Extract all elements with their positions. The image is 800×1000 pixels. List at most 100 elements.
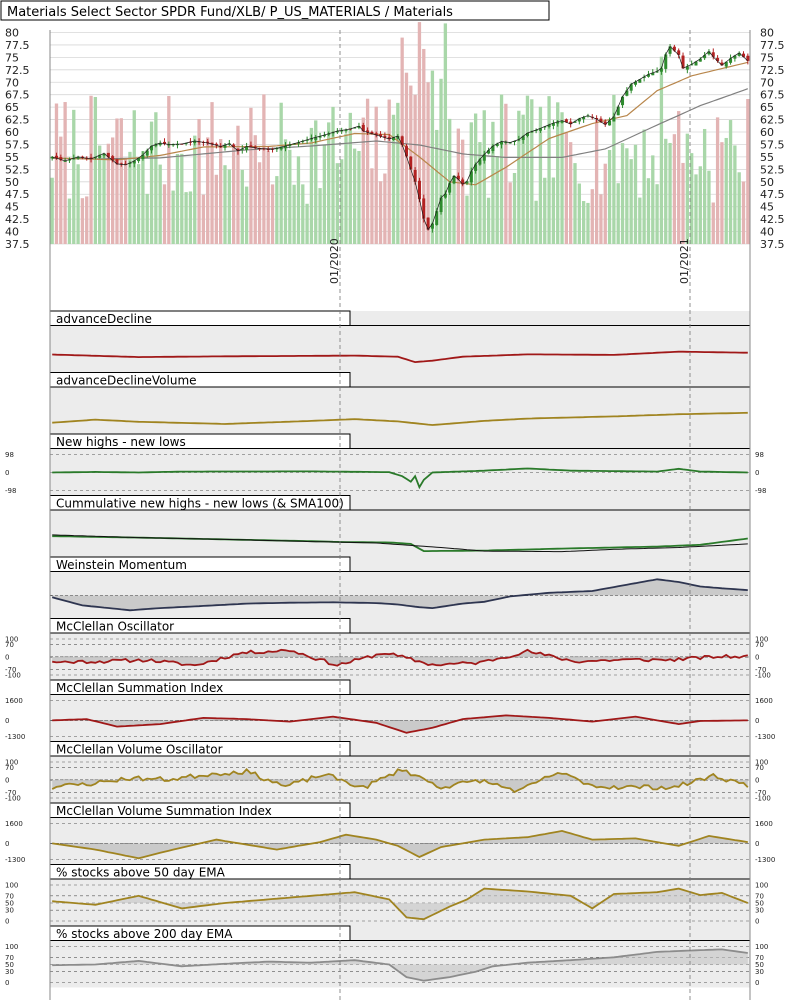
- price-y-tick-right: 72.5: [760, 64, 785, 77]
- volume-bar: [322, 144, 327, 244]
- panel-tick-right: 1600: [755, 820, 773, 828]
- volume-bar: [128, 151, 132, 244]
- panel-tick-left: 70: [5, 641, 14, 649]
- volume-bar: [257, 162, 262, 244]
- volume-bar: [586, 202, 590, 244]
- candle-body: [67, 159, 71, 161]
- volume-bar: [495, 156, 499, 244]
- candle-body: [599, 118, 603, 122]
- volume-bar: [123, 158, 128, 244]
- price-y-tick-left: 60: [5, 126, 19, 139]
- panel-series-line: [52, 467, 748, 490]
- candle-body: [292, 143, 296, 145]
- candle-body: [603, 121, 607, 125]
- volume-bar: [387, 99, 391, 244]
- price-y-tick-right: 50: [760, 176, 774, 189]
- volume-bar: [564, 132, 569, 244]
- price-y-tick-left: 75: [5, 51, 19, 64]
- candle-body: [534, 130, 538, 132]
- candle-body: [569, 121, 573, 125]
- candle-body: [525, 133, 529, 137]
- panel-tick-left: -100: [5, 672, 21, 680]
- candle-body: [210, 142, 214, 145]
- volume-bar: [573, 163, 577, 244]
- volume-bar: [154, 112, 158, 244]
- candle-body: [746, 55, 750, 61]
- panel-tick-left: 50: [5, 900, 14, 908]
- candle-body: [672, 46, 676, 51]
- panel-tick-left: 100: [5, 759, 18, 767]
- volume-bar: [270, 184, 275, 244]
- volume-bar: [141, 151, 145, 244]
- candle-body: [128, 162, 132, 164]
- volume-bar: [275, 176, 279, 244]
- price-y-tick-right: 80: [760, 26, 774, 39]
- volume-bar: [89, 95, 93, 244]
- candle-body: [612, 116, 616, 122]
- candle-body: [426, 217, 430, 230]
- candle-body: [240, 148, 244, 150]
- candle-body: [171, 144, 175, 146]
- volume-bar: [638, 197, 642, 244]
- price-y-tick-right: 45: [760, 201, 774, 214]
- price-y-tick-left: 67.5: [5, 89, 30, 102]
- volume-bar: [651, 155, 655, 244]
- candle-body: [685, 66, 689, 70]
- candle-body: [383, 135, 387, 138]
- candle-body: [491, 145, 495, 151]
- candle-body: [422, 198, 426, 219]
- candle-body: [733, 55, 737, 59]
- panel-tick-right: -98: [755, 487, 766, 495]
- volume-bar: [352, 148, 357, 244]
- volume-bar: [711, 202, 715, 244]
- volume-bar: [525, 95, 530, 245]
- volume-bar: [219, 139, 223, 244]
- candle-body: [448, 183, 452, 193]
- price-y-tick-right: 47.5: [760, 188, 785, 201]
- volume-bar: [283, 139, 288, 244]
- price-y-tick-right: 52.5: [760, 163, 785, 176]
- panel-series-line: [51, 578, 748, 612]
- panel-tick-left: 0: [5, 918, 9, 926]
- panel-tick-right: 100: [755, 882, 768, 890]
- volume-bar: [365, 98, 370, 244]
- panel-tick-right: -1300: [755, 856, 775, 864]
- panel-tick-right: 70: [755, 641, 764, 649]
- volume-bar: [491, 121, 495, 244]
- candle-body: [305, 139, 309, 141]
- volume-bar: [482, 110, 486, 245]
- candle-body: [495, 143, 499, 147]
- panel-title: advanceDeclineVolume: [56, 374, 197, 388]
- candle-body: [413, 169, 417, 182]
- volume-bar: [512, 172, 517, 244]
- price-y-tick-left: 40: [5, 226, 19, 239]
- panel-area-fill: [52, 715, 748, 733]
- candle-body: [76, 156, 80, 159]
- candle-body: [504, 141, 508, 143]
- candle-body: [564, 119, 568, 123]
- volume-bar: [694, 174, 698, 244]
- panel-tick-left: 0: [5, 777, 9, 785]
- panel-series-line: [52, 534, 748, 553]
- volume-bar: [530, 99, 534, 244]
- volume-bar: [607, 149, 612, 244]
- candle-body: [500, 141, 504, 145]
- panel-area-fill: [52, 949, 748, 981]
- price-y-tick-left: 57.5: [5, 138, 30, 151]
- volume-bar: [361, 117, 365, 244]
- candle-body: [283, 145, 288, 149]
- candle-body: [703, 55, 707, 59]
- candle-body: [379, 134, 383, 137]
- panel-tick-left: 70: [5, 764, 14, 772]
- candle-body: [487, 150, 491, 154]
- candle-body: [102, 153, 106, 156]
- panel-tick-left: 0: [5, 717, 9, 725]
- volume-bar: [543, 177, 547, 244]
- panel-title: advanceDecline: [56, 312, 152, 326]
- volume-bar: [724, 137, 728, 244]
- candle-body: [608, 120, 612, 126]
- volume-bar: [106, 143, 110, 244]
- candle-body: [141, 154, 145, 159]
- price-y-tick-left: 77.5: [5, 39, 30, 52]
